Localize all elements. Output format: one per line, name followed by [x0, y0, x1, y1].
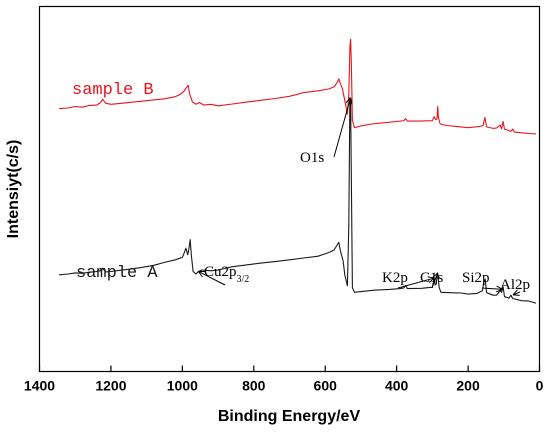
series-line-1 — [59, 97, 537, 304]
annotation-label-1: sample A — [76, 264, 158, 283]
annotation-arrow-3 — [198, 271, 226, 286]
x-tick-label-3: 800 — [242, 378, 266, 394]
annotation-layer: sample B sample A O1s Cu2p3/2 K2p C1s Si2p Al2p — [72, 81, 530, 296]
y-axis-title: Intensiyt(c/s) — [5, 140, 22, 239]
x-tick-label-6: 200 — [456, 378, 480, 394]
x-axis-tick-labels: 1400 1200 1000 800 600 400 200 0 — [24, 378, 544, 394]
annotation-label-3: Cu2p3/2 — [204, 264, 249, 285]
x-tick-label-7: 0 — [536, 378, 544, 394]
annotation-arrowhead-7 — [512, 289, 520, 296]
annotation-arrow-4 — [397, 277, 435, 289]
series-layer — [59, 38, 537, 304]
series-line-0 — [59, 38, 536, 135]
x-axis-title: Binding Energy/eV — [218, 408, 361, 425]
annotation-arrowhead-2 — [345, 97, 353, 105]
x-tick-label-2: 1000 — [167, 378, 198, 394]
annotation-label-4: K2p — [382, 270, 408, 286]
annotation-arrow-6 — [481, 287, 503, 290]
annotation-label-0: sample B — [72, 81, 154, 100]
annotation-arrow-2 — [333, 97, 352, 158]
annotation-arrow-5 — [431, 272, 439, 289]
annotation-label-5: C1s — [420, 270, 444, 286]
annotation-label-7: Al2p — [500, 277, 530, 293]
annotation-arrow-7 — [512, 291, 521, 296]
x-tick-label-5: 400 — [385, 378, 409, 394]
x-tick-label-1: 1200 — [95, 378, 126, 394]
annotation-arrowhead-6 — [495, 285, 503, 293]
annotation-arrowhead-3 — [198, 270, 206, 278]
plot-frame — [38, 5, 541, 373]
x-axis-ticks — [38, 365, 541, 372]
x-tick-label-0: 1400 — [24, 378, 55, 394]
x-tick-label-4: 600 — [314, 378, 338, 394]
annotation-arrowhead-5 — [432, 272, 439, 280]
annotation-label-2: O1s — [300, 150, 324, 166]
annotation-arrowhead-4 — [427, 276, 435, 283]
annotation-label-6: Si2p — [462, 270, 490, 286]
